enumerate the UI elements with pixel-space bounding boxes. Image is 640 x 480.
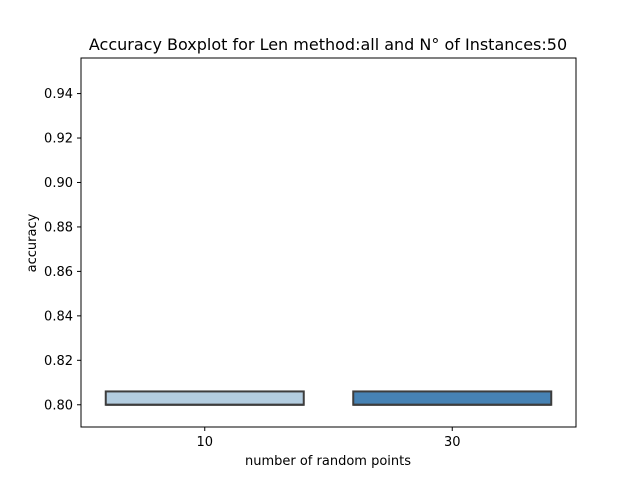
plot-frame xyxy=(80,57,577,428)
y-tick-label: 0.90 xyxy=(44,176,73,191)
y-axis: 0.80 0.82 0.84 0.86 0.88 0.90 0.92 0.94 xyxy=(44,87,81,413)
chart-title: Accuracy Boxplot for Len method:all and … xyxy=(89,35,567,54)
y-tick-label: 0.92 xyxy=(44,132,73,147)
y-tick-label: 0.84 xyxy=(44,309,73,324)
y-tick-label: 0.80 xyxy=(44,398,73,413)
box-30 xyxy=(352,390,553,406)
x-axis: 10 30 xyxy=(196,427,461,450)
x-tick-label: 30 xyxy=(444,435,461,450)
x-axis-label: number of random points xyxy=(245,454,411,469)
y-axis-label: accuracy xyxy=(25,213,40,272)
y-tick-label: 0.88 xyxy=(44,220,73,235)
x-tick-label: 10 xyxy=(196,435,213,450)
y-tick-label: 0.82 xyxy=(44,354,73,369)
y-tick-label: 0.86 xyxy=(44,265,73,280)
plot-area xyxy=(104,390,553,406)
y-tick-label: 0.94 xyxy=(44,87,73,102)
box-10 xyxy=(104,390,305,406)
